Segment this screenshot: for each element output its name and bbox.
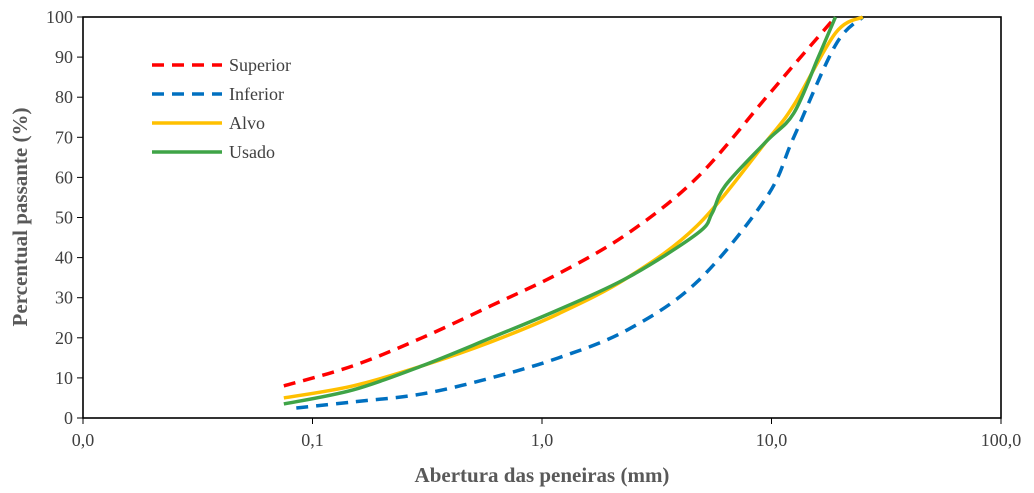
y-tick-label: 20 xyxy=(55,328,73,348)
x-tick-label: 0,0 xyxy=(72,430,95,450)
x-tick-label: 10,0 xyxy=(756,430,788,450)
y-tick-label: 50 xyxy=(55,208,73,228)
series-line-alvo xyxy=(283,15,864,400)
y-tick-label: 60 xyxy=(55,167,73,187)
y-tick-label: 80 xyxy=(55,87,73,107)
x-tick-label: 0,1 xyxy=(301,430,324,450)
legend-label-superior: Superior xyxy=(229,55,291,75)
legend-label-inferior: Inferior xyxy=(229,84,284,104)
y-tick-label: 0 xyxy=(64,408,73,428)
x-axis-ticks: 0,0 0,1 1,0 10,0 100,0 xyxy=(72,418,1022,450)
legend-label-usado: Usado xyxy=(229,142,275,162)
y-tick-label: 40 xyxy=(55,248,73,268)
y-tick-label: 100 xyxy=(46,7,73,27)
y-tick-label: 90 xyxy=(55,47,73,67)
series-lines xyxy=(283,15,865,410)
x-tick-label: 100,0 xyxy=(981,430,1022,450)
series-line-superior xyxy=(283,15,837,388)
plot-area xyxy=(82,16,1002,419)
y-axis-title: Percentual passante (%) xyxy=(8,108,32,327)
y-tick-label: 70 xyxy=(55,127,73,147)
series-line-inferior xyxy=(296,15,865,410)
y-axis-ticks: 0 10 20 30 40 50 60 70 80 90 100 xyxy=(46,7,83,428)
x-tick-label: 1,0 xyxy=(531,430,554,450)
legend-label-alvo: Alvo xyxy=(229,113,265,133)
y-tick-label: 10 xyxy=(55,368,73,388)
legend: Superior Inferior Alvo Usado xyxy=(152,55,291,162)
y-tick-label: 30 xyxy=(55,288,73,308)
series-line-usado xyxy=(283,16,838,406)
x-axis-title: Abertura das peneiras (mm) xyxy=(415,463,670,487)
